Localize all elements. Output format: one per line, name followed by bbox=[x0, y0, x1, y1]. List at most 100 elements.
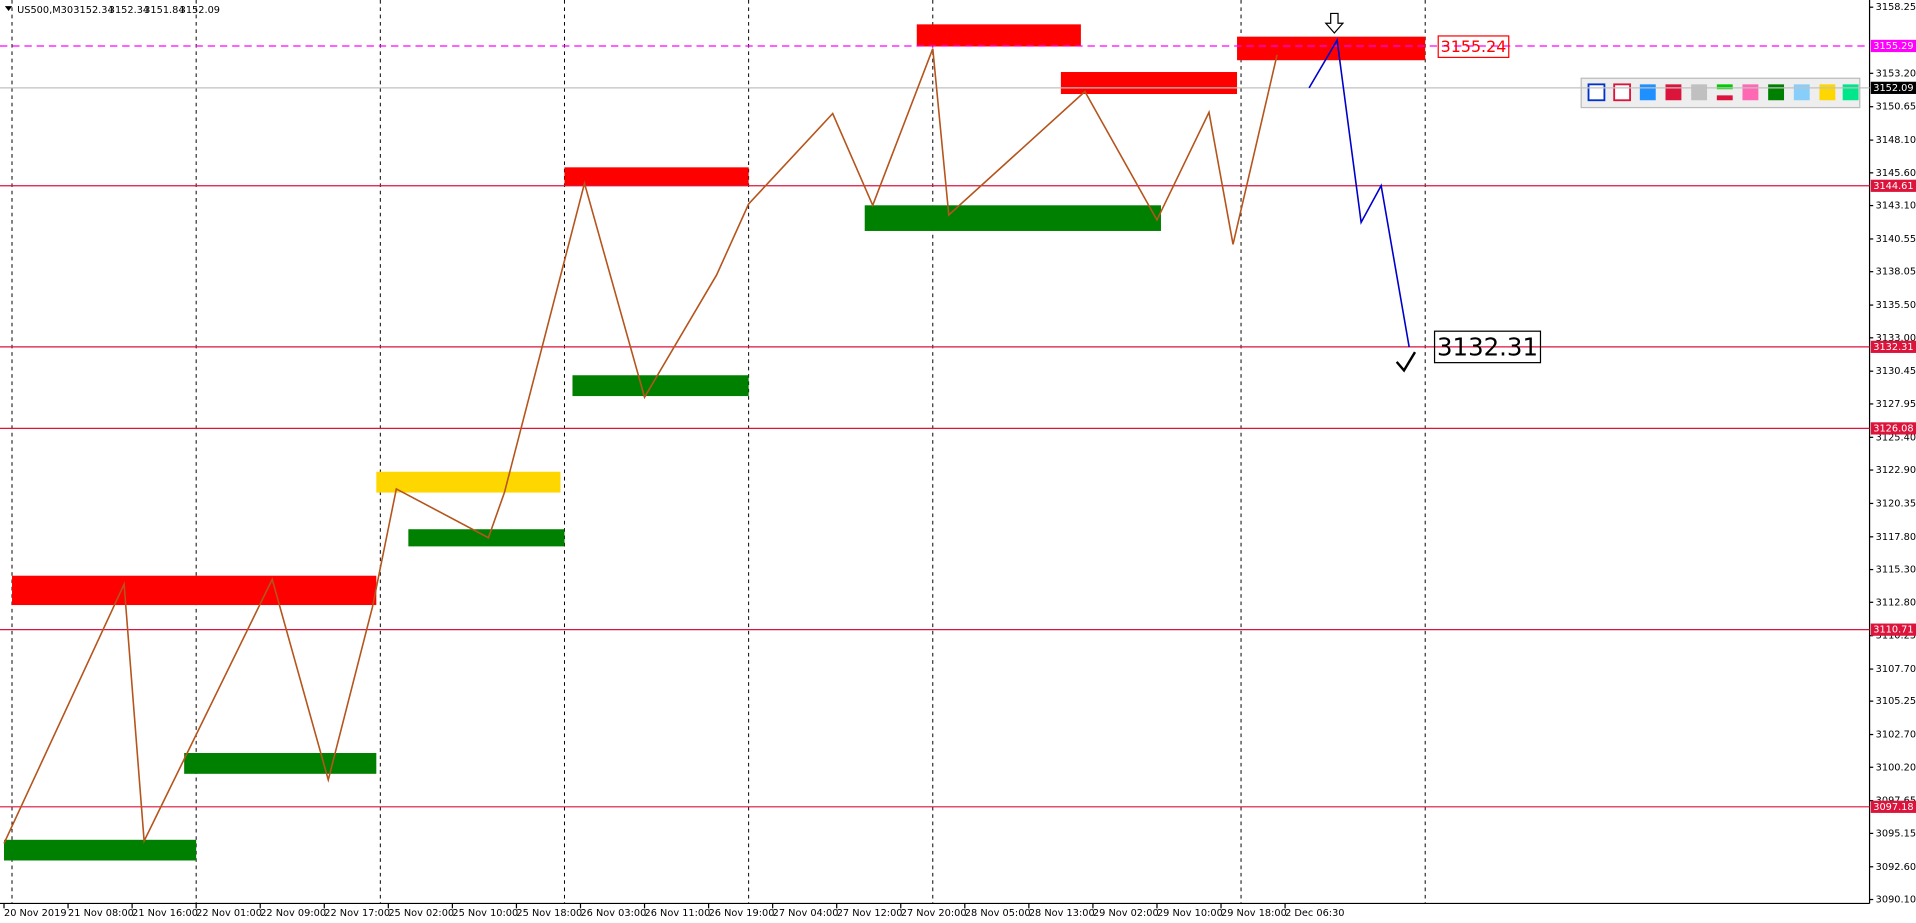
x-tick-label: 2 Dec 06:30 bbox=[1285, 908, 1344, 919]
y-tick-label: 3125.40 bbox=[1876, 432, 1916, 443]
tool-button[interactable] bbox=[1742, 84, 1759, 101]
annotation: 3155.24 bbox=[1441, 37, 1507, 56]
level-label: 3155.29 bbox=[1873, 41, 1913, 52]
tool-button[interactable] bbox=[1716, 95, 1733, 101]
zone bbox=[564, 167, 749, 186]
y-tick-label: 3095.15 bbox=[1876, 828, 1916, 839]
y-tick-label: 3110.25 bbox=[1876, 631, 1916, 642]
header-value: 3152.09 bbox=[180, 5, 220, 16]
tool-button[interactable] bbox=[1587, 83, 1606, 102]
y-tick-label: 3153.20 bbox=[1876, 68, 1916, 79]
level-label-bg bbox=[1870, 39, 1916, 53]
y-tick-label: 3090.10 bbox=[1876, 895, 1916, 906]
y-tick-label: 3138.05 bbox=[1876, 267, 1916, 278]
tool-button[interactable] bbox=[1819, 84, 1836, 101]
level-label: 3126.08 bbox=[1873, 423, 1913, 434]
level-label: 3132.31 bbox=[1873, 342, 1913, 353]
x-tick-label: 25 Nov 10:00 bbox=[452, 908, 518, 919]
zone bbox=[916, 24, 1081, 47]
x-tick-label: 27 Nov 04:00 bbox=[773, 908, 839, 919]
zone bbox=[864, 205, 1161, 231]
x-tick-label: 28 Nov 13:00 bbox=[1029, 908, 1095, 919]
level-label: 3097.18 bbox=[1873, 802, 1913, 813]
level-label-bg bbox=[1870, 81, 1916, 94]
x-tick-label: 29 Nov 10:00 bbox=[1157, 908, 1223, 919]
annotation-box bbox=[1437, 35, 1510, 59]
y-tick-label: 3105.25 bbox=[1876, 696, 1916, 707]
level-label-bg bbox=[1870, 422, 1916, 435]
annotation-box bbox=[1433, 330, 1542, 364]
y-tick-label: 3130.45 bbox=[1876, 366, 1916, 377]
y-tick-label: 3127.95 bbox=[1876, 399, 1916, 410]
zone bbox=[376, 471, 561, 493]
x-tick-label: 27 Nov 12:00 bbox=[837, 908, 903, 919]
tool-button[interactable] bbox=[1768, 84, 1785, 101]
tool-button[interactable] bbox=[1665, 84, 1682, 101]
header-value: 3152.34 bbox=[109, 5, 149, 16]
y-tick-label: 3122.90 bbox=[1876, 465, 1916, 476]
x-tick-label: 25 Nov 18:00 bbox=[516, 908, 582, 919]
y-tick-label: 3158.25 bbox=[1876, 2, 1916, 13]
y-tick-label: 3120.35 bbox=[1876, 498, 1916, 509]
tool-button[interactable] bbox=[1639, 84, 1656, 101]
x-tick-label: 28 Nov 05:00 bbox=[965, 908, 1031, 919]
chart-title: US500,M30 bbox=[17, 5, 73, 16]
y-tick-label: 3135.50 bbox=[1876, 300, 1916, 311]
plot-layer bbox=[0, 0, 1870, 904]
zone bbox=[1237, 36, 1426, 61]
zone bbox=[12, 575, 377, 606]
zone bbox=[408, 529, 565, 547]
y-tick-label: 3092.60 bbox=[1876, 862, 1916, 873]
y-tick-label: 3150.65 bbox=[1876, 102, 1916, 113]
y-tick-label: 3107.70 bbox=[1876, 664, 1916, 675]
level-label: 3152.09 bbox=[1873, 83, 1913, 94]
x-tick-label: 22 Nov 17:00 bbox=[324, 908, 390, 919]
x-tick-label: 29 Nov 02:00 bbox=[1093, 908, 1159, 919]
tool-button[interactable] bbox=[1716, 84, 1733, 90]
x-tick-label: 21 Nov 08:00 bbox=[68, 908, 134, 919]
symbol-menu-icon[interactable] bbox=[4, 6, 13, 12]
level-label: 3144.61 bbox=[1873, 181, 1913, 192]
y-tick-label: 3143.10 bbox=[1876, 201, 1916, 212]
zone bbox=[572, 375, 749, 397]
x-tick-label: 20 Nov 2019 bbox=[4, 908, 67, 919]
zigzag-line bbox=[1308, 37, 1410, 348]
toolbar bbox=[1580, 77, 1861, 109]
x-tick-label: 27 Nov 20:00 bbox=[901, 908, 967, 919]
tool-button[interactable] bbox=[1613, 83, 1631, 102]
y-tick-label: 3102.70 bbox=[1876, 730, 1916, 741]
y-tick-label: 3115.30 bbox=[1876, 565, 1916, 576]
tool-button[interactable] bbox=[1842, 84, 1859, 101]
x-tick-label: 21 Nov 16:00 bbox=[132, 908, 198, 919]
zone bbox=[1060, 72, 1238, 95]
y-tick-label: 3112.80 bbox=[1876, 597, 1916, 608]
x-tick-label: 22 Nov 01:00 bbox=[196, 908, 262, 919]
level-label-bg bbox=[1870, 179, 1916, 192]
x-tick-label: 22 Nov 09:00 bbox=[260, 908, 326, 919]
y-tick-label: 3133.00 bbox=[1876, 333, 1916, 344]
x-tick-label: 25 Nov 02:00 bbox=[388, 908, 454, 919]
tool-button[interactable] bbox=[1691, 84, 1708, 101]
zone bbox=[4, 839, 197, 861]
level-label-bg bbox=[1870, 623, 1916, 636]
down-arrow-icon bbox=[1324, 12, 1345, 34]
y-tick-label: 3100.20 bbox=[1876, 762, 1916, 773]
level-label-bg bbox=[1870, 340, 1916, 353]
x-tick-label: 29 Nov 18:00 bbox=[1221, 908, 1287, 919]
zigzag-line bbox=[3, 48, 1278, 844]
check-icon bbox=[1395, 351, 1417, 373]
zone bbox=[184, 752, 377, 774]
x-tick-label: 26 Nov 03:00 bbox=[580, 908, 646, 919]
header-value: 3152.34 bbox=[73, 5, 113, 16]
y-tick-label: 3117.80 bbox=[1876, 532, 1916, 543]
annotation: 3132.31 bbox=[1437, 332, 1538, 361]
header-value: 3151.84 bbox=[144, 5, 184, 16]
x-tick-label: 26 Nov 19:00 bbox=[709, 908, 775, 919]
y-tick-label: 3148.10 bbox=[1876, 135, 1916, 146]
tool-button[interactable] bbox=[1793, 84, 1810, 101]
y-tick-label: 3140.55 bbox=[1876, 234, 1916, 245]
